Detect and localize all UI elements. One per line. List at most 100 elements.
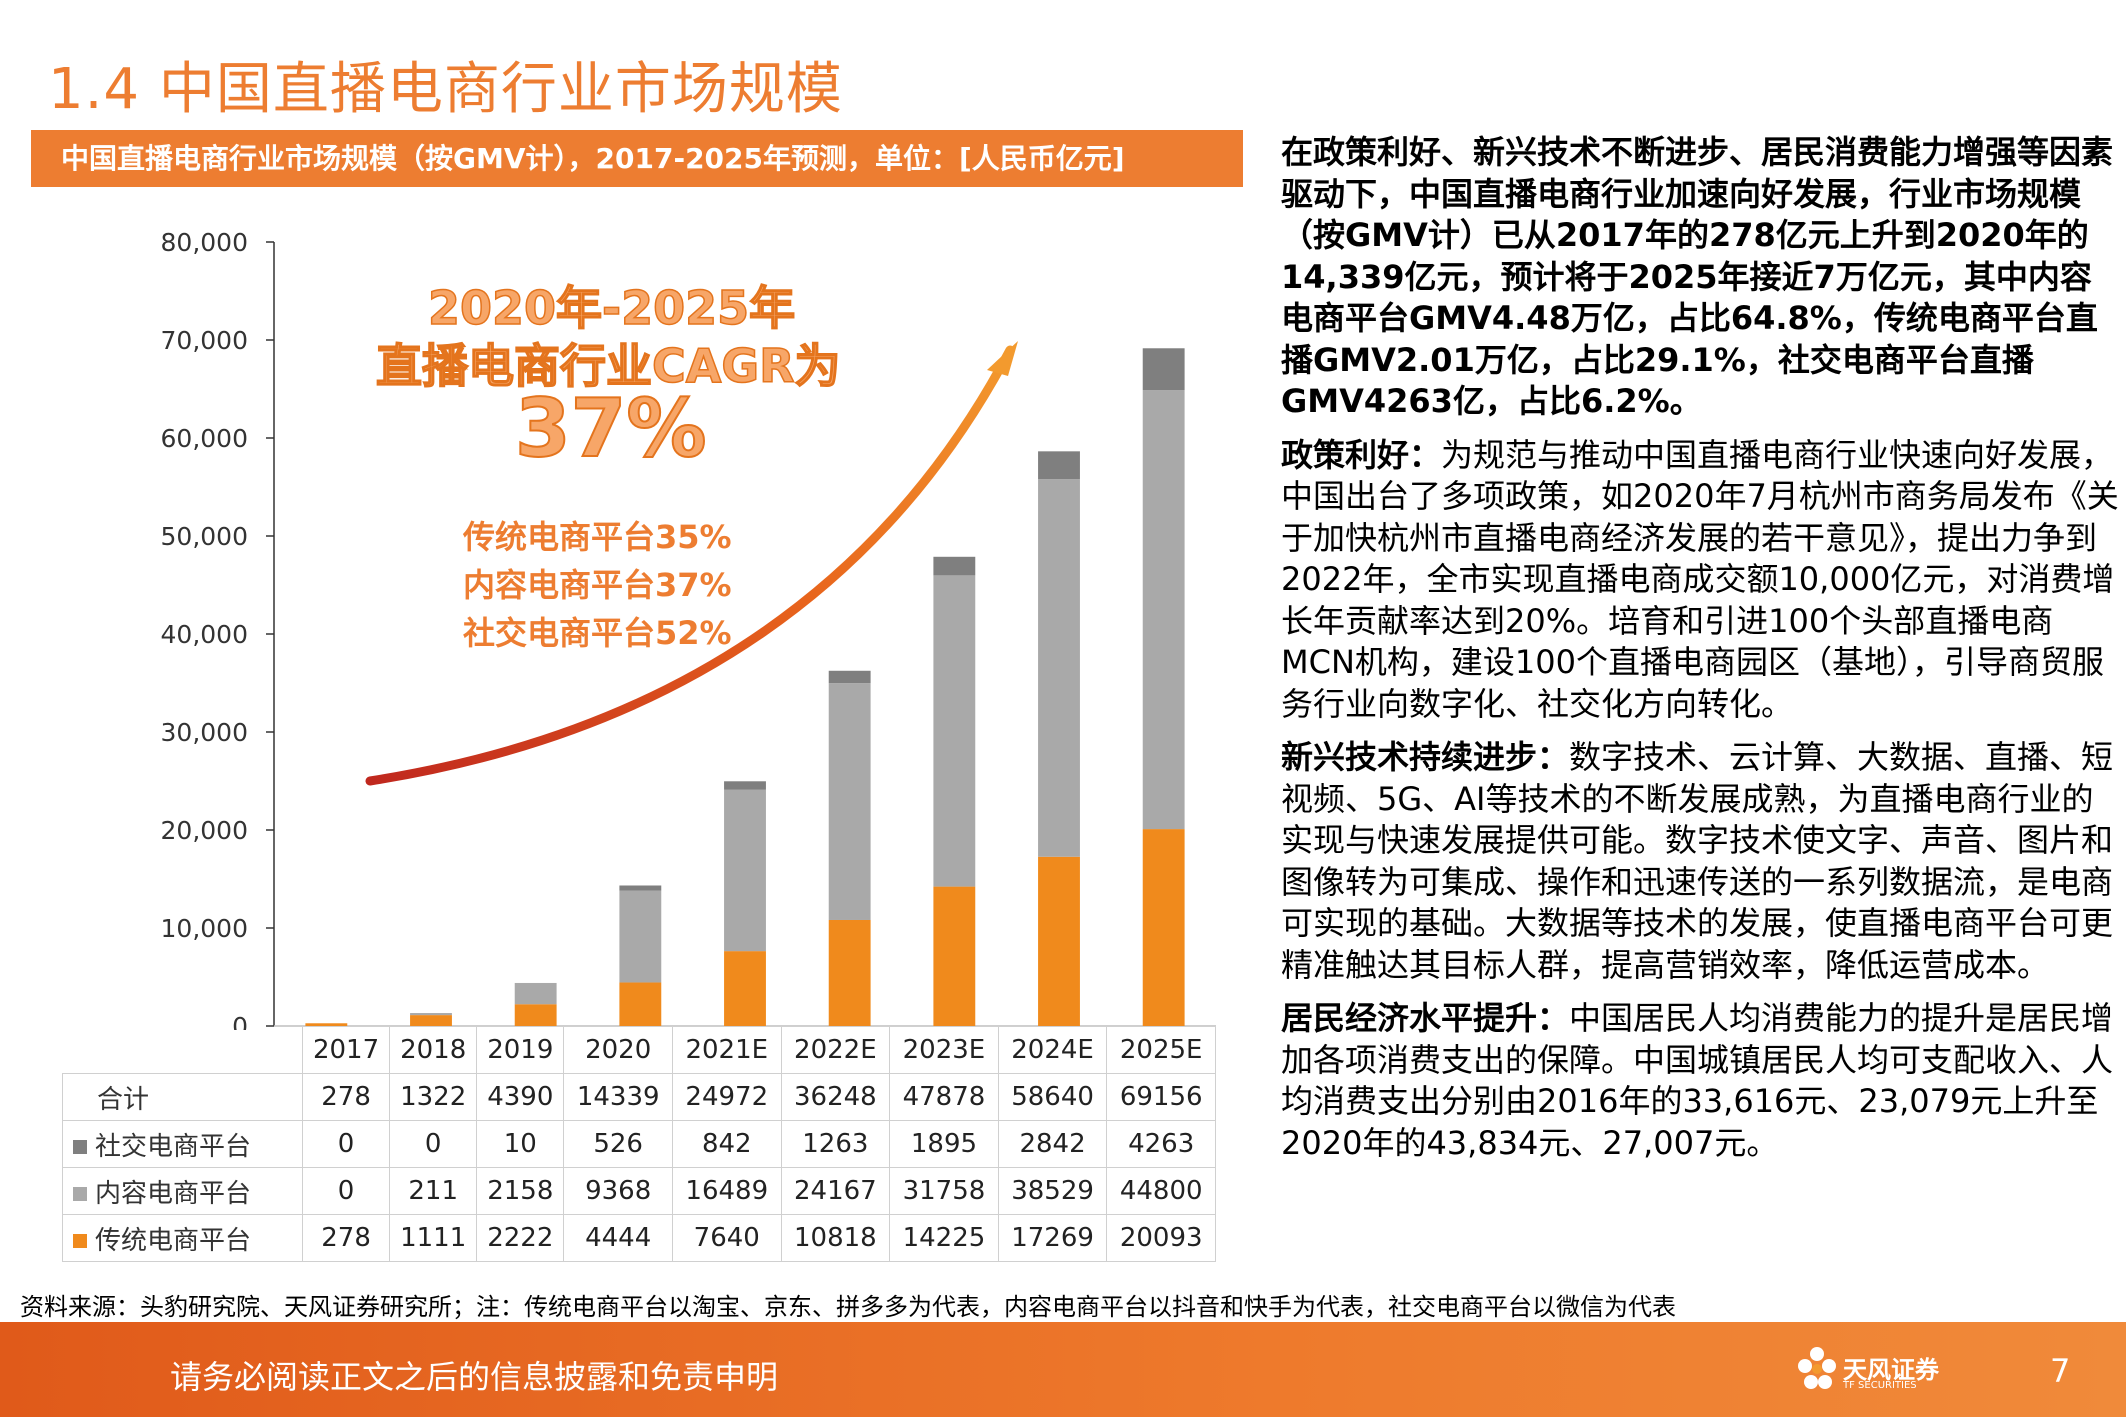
growth-arrow — [365, 341, 1018, 786]
table-cell: 1263 — [780, 1120, 891, 1168]
series-name: 内容电商平台 — [95, 1178, 252, 1209]
table-cell: 16489 — [671, 1167, 782, 1215]
bar-social — [1038, 451, 1080, 480]
table-row: 内容电商平台 0 211 2158 9368 16489 24167 31758 38529 44… — [62, 1167, 1216, 1215]
table-cell: 14339 — [563, 1073, 673, 1121]
category-label: 2017 — [301, 1026, 391, 1074]
legend-swatch — [73, 1234, 87, 1248]
table-cell: 4444 — [563, 1214, 673, 1262]
table-cell: 4390 — [476, 1073, 565, 1121]
table-cell: 24972 — [671, 1073, 782, 1121]
table-cell: 31758 — [889, 1167, 999, 1215]
legend-swatch — [73, 1187, 87, 1201]
bar-traditional — [933, 886, 976, 1026]
bar-content — [724, 789, 766, 952]
rate-content: 内容电商平台37% — [463, 566, 732, 604]
table-row: 传统电商平台 278 1111 2222 4444 7640 10818 14225 17269… — [62, 1214, 1216, 1262]
y-tick-label: 30,000 — [161, 718, 248, 747]
y-tick-label: 10,000 — [161, 914, 248, 943]
table-cell: 0 — [389, 1120, 478, 1168]
bar-traditional — [514, 1004, 557, 1026]
bar-traditional — [410, 1015, 452, 1026]
bar-content — [1142, 390, 1185, 830]
y-tick-label: 0 — [232, 1012, 248, 1030]
bar-traditional — [724, 951, 766, 1026]
table-cell: 47878 — [889, 1073, 999, 1121]
tech-body: 数字技术、云计算、大数据、直播、短视频、5G、AI等技术的不断发展成熟，为直播电… — [1281, 738, 2114, 984]
y-tick-label: 70,000 — [161, 326, 248, 355]
bar-traditional — [619, 982, 662, 1026]
table-cell: 7640 — [671, 1214, 782, 1262]
page-title: 1.4 中国直播电商行业市场规模 — [48, 57, 843, 122]
table-cell: 278 — [301, 1073, 391, 1121]
bar-content — [1038, 479, 1080, 857]
category-label: 2025E — [1106, 1026, 1216, 1074]
y-tick-label: 50,000 — [161, 522, 248, 551]
table-cell: 20093 — [1106, 1214, 1216, 1262]
bar-social — [619, 885, 662, 891]
bar-social — [724, 781, 766, 790]
row-label: 传统电商平台 — [62, 1214, 303, 1262]
bar-traditional — [1142, 829, 1185, 1026]
table-cell: 24167 — [780, 1167, 891, 1215]
table-cell: 0 — [301, 1167, 391, 1215]
series-name: 传统电商平台 — [95, 1225, 252, 1256]
tech-title: 新兴技术持续进步： — [1281, 738, 1570, 776]
tech-paragraph: 新兴技术持续进步：数字技术、云计算、大数据、直播、短视频、5G、AI等技术的不断… — [1281, 737, 2121, 986]
data-table: 2017 2018 2019 2020 2021E 2022E 2023E 2024E 2025… — [62, 1026, 1216, 1262]
table-cell: 10 — [476, 1120, 565, 1168]
table-cell: 44800 — [1106, 1167, 1216, 1215]
bar-content — [619, 890, 662, 983]
disclaimer-text: 请务必阅读正文之后的信息披露和免责申明 — [170, 1358, 779, 1396]
category-label: 2018 — [389, 1026, 478, 1074]
table-row: 社交电商平台 0 0 10 526 842 1263 1895 2842 4263 — [62, 1120, 1216, 1168]
row-label: 社交电商平台 — [62, 1120, 303, 1168]
table-cell: 1895 — [889, 1120, 999, 1168]
source-note: 资料来源：头豹研究院、天风证券研究所；注：传统电商平台以淘宝、京东、拼多多为代表… — [20, 1293, 1676, 1321]
table-corner-cell — [63, 1027, 303, 1074]
category-label: 2024E — [997, 1026, 1108, 1074]
table-cell: 9368 — [563, 1167, 673, 1215]
commentary: 在政策利好、新兴技术不断进步、居民消费能力增强等因素驱动下，中国直播电商行业加速… — [1281, 132, 2121, 1176]
y-tick-label: 60,000 — [161, 424, 248, 453]
row-label: 合计 — [62, 1073, 303, 1121]
y-tick-label: 40,000 — [161, 620, 248, 649]
cagr-period-label: 2020年-2025年 — [427, 280, 796, 336]
table-cell: 58640 — [997, 1073, 1108, 1121]
bar-chart: 0 10,000 20,000 30,000 40,000 50,000 60,000 70,… — [161, 228, 1216, 1030]
table-cell: 38529 — [997, 1167, 1108, 1215]
intro-paragraph: 在政策利好、新兴技术不断进步、居民消费能力增强等因素驱动下，中国直播电商行业加速… — [1281, 133, 2114, 420]
row-label: 内容电商平台 — [62, 1167, 303, 1215]
company-logo: 天风证券 TF SECURITIES — [1795, 1344, 1975, 1400]
income-body: 中国居民人均消费能力的提升是居民增加各项消费支出的保障。中国城镇居民人均可支配收… — [1281, 999, 2114, 1162]
category-label: 2022E — [780, 1026, 891, 1074]
category-label: 2019 — [476, 1026, 565, 1074]
table-cell: 36248 — [780, 1073, 891, 1121]
table-cell: 2158 — [476, 1167, 565, 1215]
table-cell: 14225 — [889, 1214, 999, 1262]
table-cell: 526 — [563, 1120, 673, 1168]
income-title: 居民经济水平提升： — [1281, 999, 1570, 1037]
bar-content — [828, 683, 871, 920]
table-cell: 211 — [389, 1167, 478, 1215]
cagr-value: 37% — [514, 381, 707, 476]
table-cell: 278 — [301, 1214, 391, 1262]
category-label: 2021E — [671, 1026, 782, 1074]
policy-title: 政策利好： — [1281, 435, 1442, 474]
legend-swatch — [73, 1140, 87, 1154]
table-cell: 4263 — [1106, 1120, 1216, 1168]
category-label: 2020 — [563, 1026, 673, 1074]
y-tick-label: 80,000 — [161, 228, 248, 257]
income-paragraph: 居民经济水平提升：中国居民人均消费能力的提升是居民增加各项消费支出的保障。中国城… — [1281, 998, 2121, 1164]
bar-content — [933, 575, 976, 887]
bar-content — [514, 983, 557, 1005]
table-cell: 0 — [301, 1120, 391, 1168]
bar-social — [828, 670, 871, 684]
logo-text: 天风证券 — [1843, 1356, 1939, 1384]
bar-content — [410, 1013, 452, 1016]
policy-paragraph: 政策利好：为规范与推动中国直播电商行业快速向好发展，中国出台了多项政策，如202… — [1281, 435, 2121, 726]
bar-social — [1142, 348, 1185, 391]
page-number: 7 — [2050, 1352, 2071, 1390]
table-cell: 1111 — [389, 1214, 478, 1262]
flower-logo-icon — [1798, 1347, 1836, 1389]
